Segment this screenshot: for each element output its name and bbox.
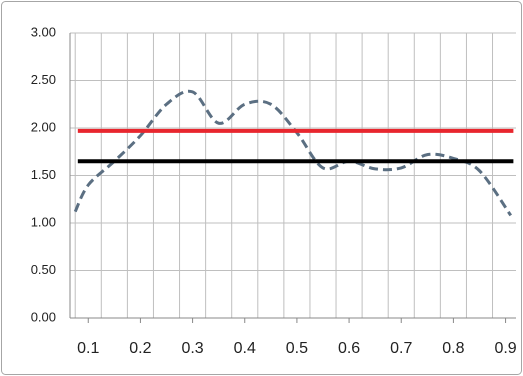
- x-tick-label: 0.1: [77, 340, 99, 357]
- y-tick-label: 1.50: [31, 167, 56, 182]
- y-tick-label: 2.00: [31, 119, 56, 134]
- series-line: [73, 89, 513, 217]
- x-tick-label: 0.9: [494, 340, 516, 357]
- x-tick-label: 0.6: [338, 340, 360, 357]
- y-tick-label: 0.00: [31, 309, 56, 324]
- y-tick-label: 2.50: [31, 72, 56, 87]
- x-tick-label: 0.7: [390, 340, 412, 357]
- x-tick-label: 0.8: [442, 340, 464, 357]
- x-tick-label: 0.2: [129, 340, 151, 357]
- x-tick-label: 0.5: [286, 340, 308, 357]
- x-tick-label: 0.3: [181, 340, 203, 357]
- y-tick-label: 3.00: [31, 24, 56, 39]
- y-tick-label: 0.50: [31, 262, 56, 277]
- y-tick-label: 1.00: [31, 214, 56, 229]
- x-tick-label: 0.4: [234, 340, 256, 357]
